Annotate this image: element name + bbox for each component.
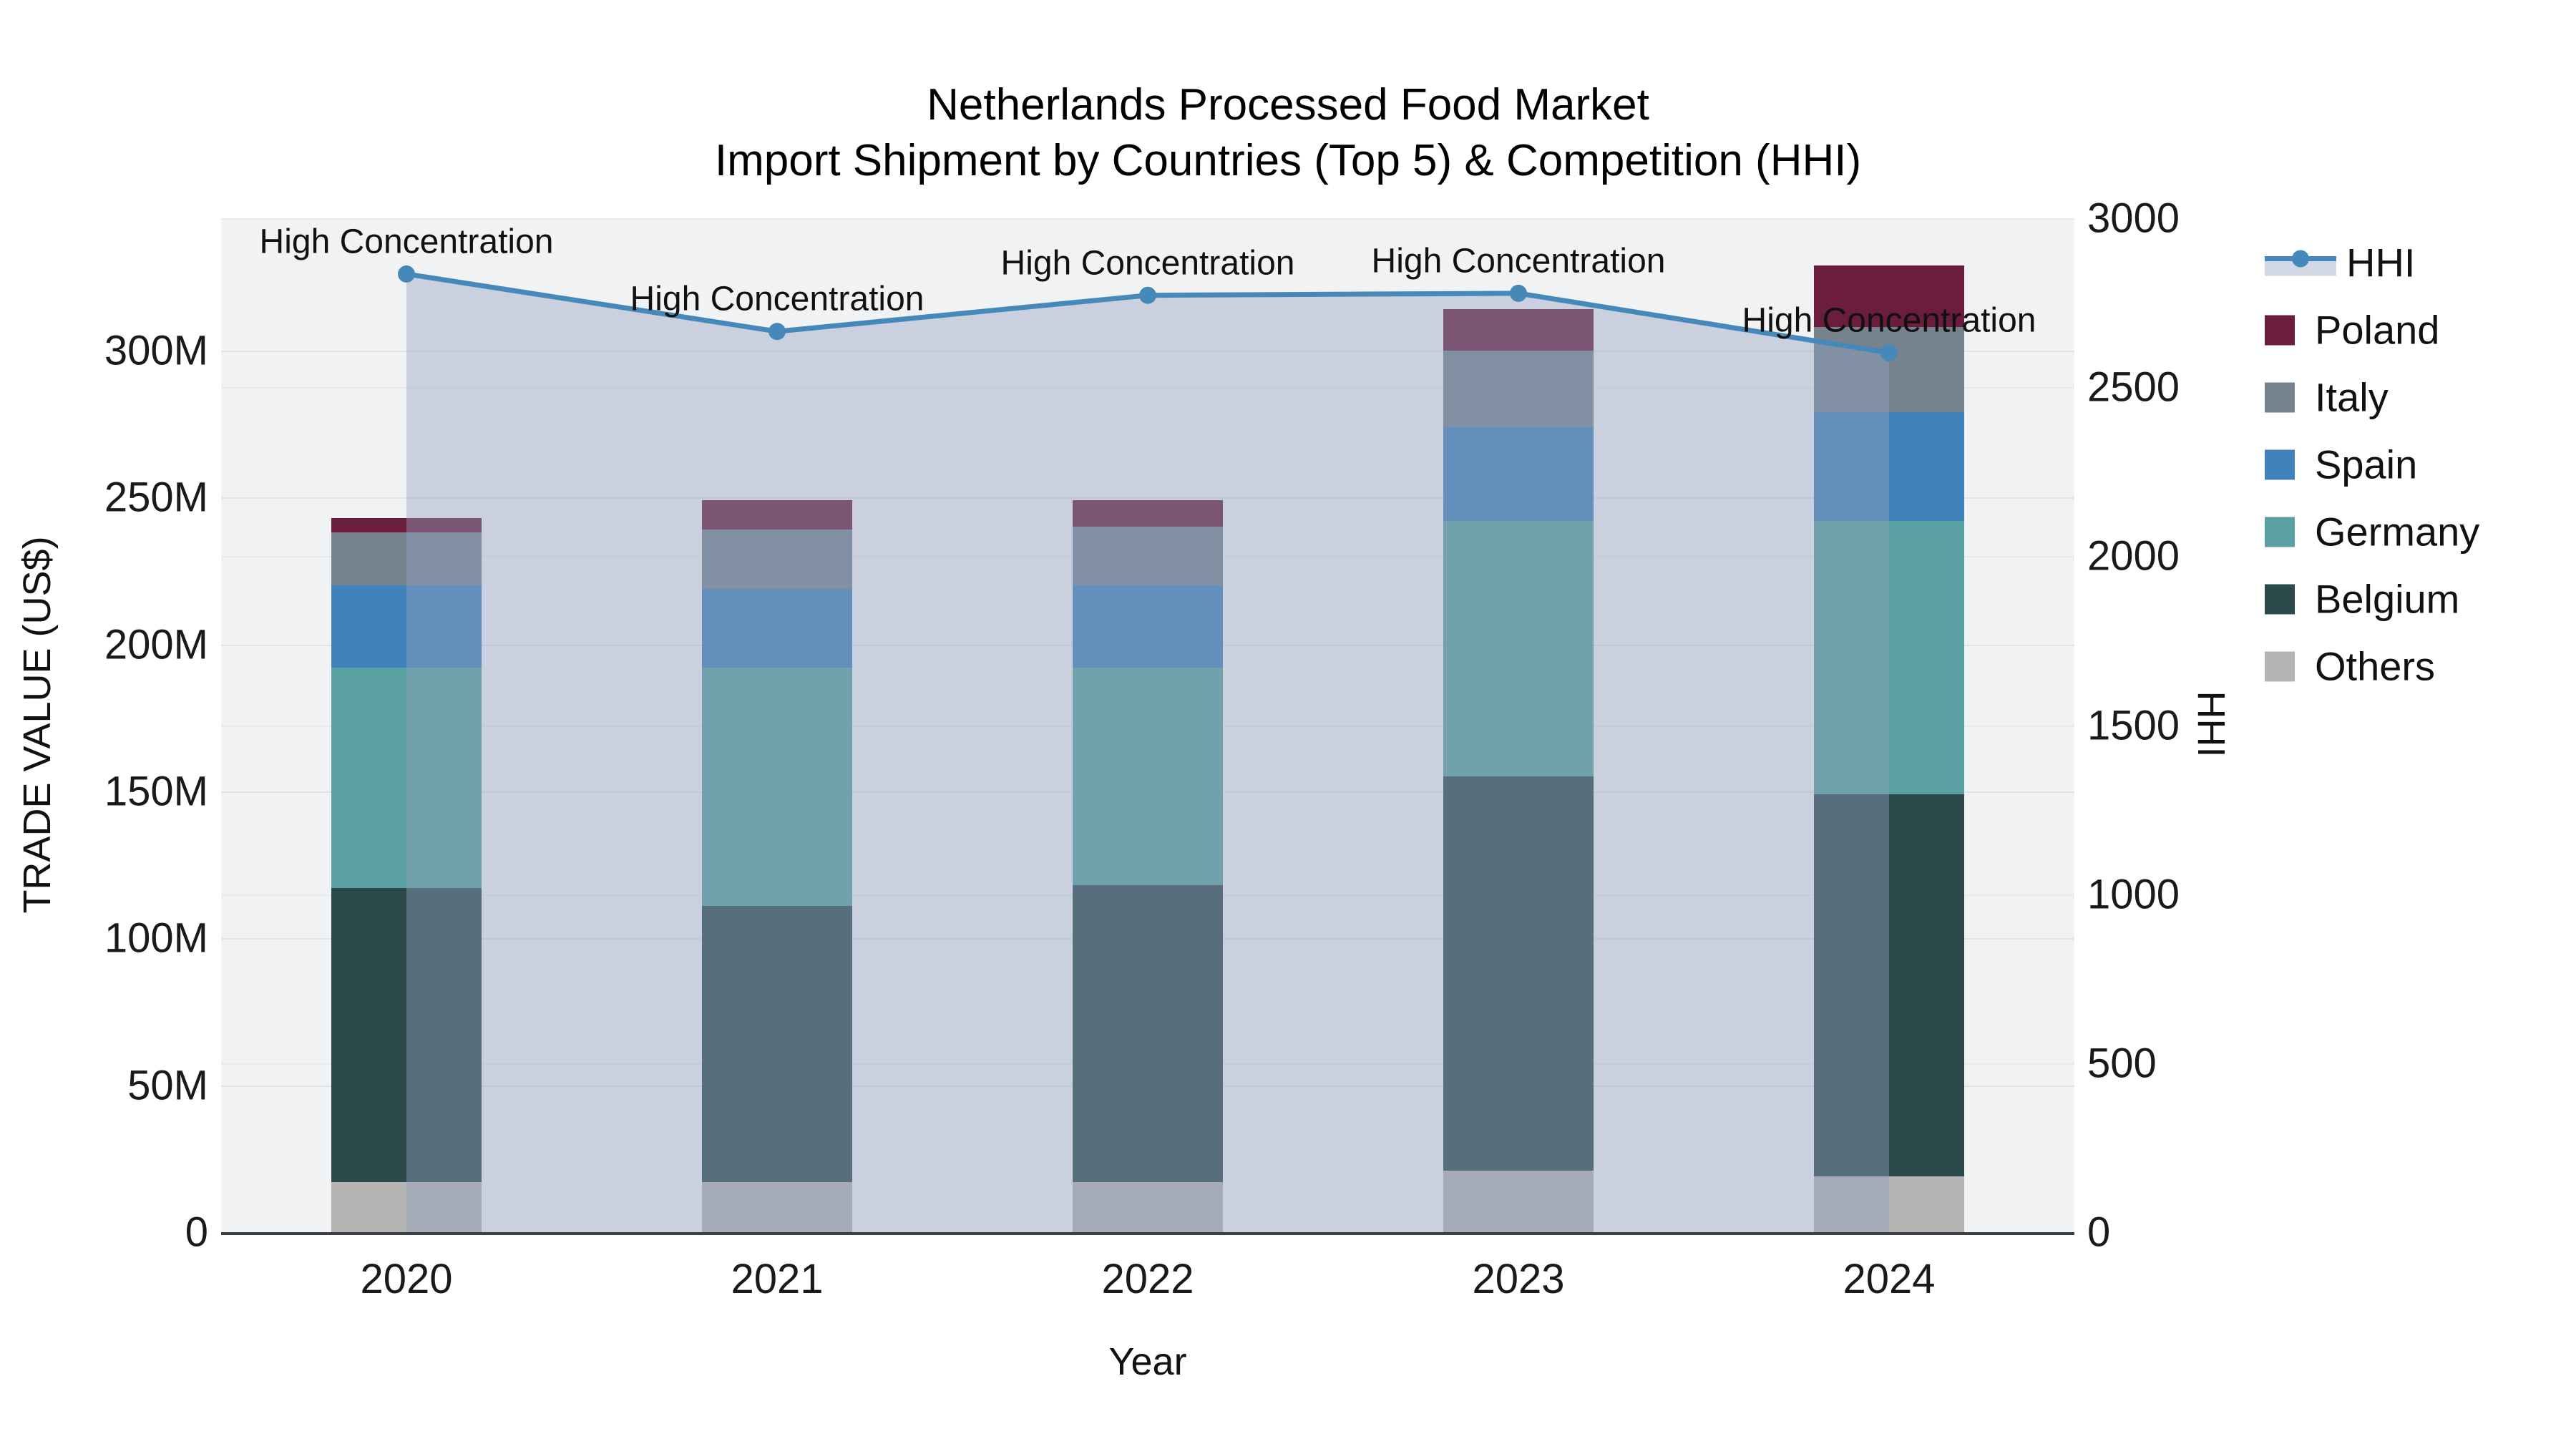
- bar-segment-italy[interactable]: [702, 530, 852, 589]
- y-left-tick-label: 0: [185, 1209, 208, 1256]
- gridline-trade-value: [221, 497, 2074, 499]
- bar-segment-belgium[interactable]: [1443, 776, 1594, 1171]
- y-right-tick-label: 2000: [2087, 532, 2180, 580]
- annotation-high-concentration: High Concentration: [630, 280, 924, 318]
- legend-color-swatch: [2265, 449, 2295, 479]
- y-left-tick-label: 300M: [104, 327, 208, 374]
- y-right-tick-label: 500: [2087, 1040, 2157, 1087]
- legend-item-spain[interactable]: Spain: [2265, 441, 2417, 488]
- y-right-tick-label: 2500: [2087, 364, 2180, 411]
- legend-color-swatch: [2265, 517, 2295, 547]
- hhi-marker[interactable]: [1139, 286, 1156, 304]
- legend-label: Others: [2315, 643, 2436, 689]
- bar-segment-poland[interactable]: [331, 517, 482, 533]
- bar-segment-others[interactable]: [1814, 1176, 1964, 1232]
- legend-item-germany[interactable]: Germany: [2265, 509, 2479, 555]
- y-right-tick-label: 0: [2087, 1209, 2111, 1256]
- bar-segment-germany[interactable]: [1443, 521, 1594, 777]
- x-tick-label: 2020: [360, 1256, 453, 1302]
- bar-segment-germany[interactable]: [702, 668, 852, 907]
- bar-segment-others[interactable]: [1443, 1170, 1594, 1232]
- bar-segment-germany[interactable]: [1073, 668, 1223, 886]
- x-tick-label: 2023: [1472, 1256, 1565, 1302]
- bar-segment-belgium[interactable]: [702, 906, 852, 1183]
- annotation-high-concentration: High Concentration: [1742, 301, 2036, 340]
- bar-segment-poland[interactable]: [1073, 500, 1223, 527]
- hhi-marker[interactable]: [1510, 284, 1527, 302]
- x-axis-title: Year: [1108, 1340, 1187, 1383]
- legend-label: HHI: [2346, 240, 2416, 286]
- annotation-high-concentration: High Concentration: [259, 223, 554, 261]
- bar-segment-germany[interactable]: [331, 668, 482, 889]
- legend-color-swatch: [2265, 382, 2295, 412]
- hhi-legend-area: [2265, 260, 2336, 275]
- legend-label: Spain: [2315, 441, 2418, 487]
- y-right-tick-label: 1500: [2087, 702, 2180, 748]
- annotation-high-concentration: High Concentration: [1371, 242, 1666, 280]
- y-right-tick-label: 3000: [2087, 195, 2180, 242]
- plot-area[interactable]: [221, 218, 2074, 1235]
- y-left-tick-label: 250M: [104, 474, 208, 521]
- bar-segment-others[interactable]: [331, 1182, 482, 1232]
- hhi-line: [406, 271, 1890, 356]
- x-tick-label: 2024: [1843, 1256, 1936, 1302]
- hhi-marker[interactable]: [769, 323, 786, 341]
- bar-segment-belgium[interactable]: [331, 888, 482, 1183]
- legend-color-swatch: [2265, 651, 2295, 681]
- bar-segment-italy[interactable]: [1073, 527, 1223, 586]
- legend-item-hhi[interactable]: HHI: [2265, 240, 2415, 286]
- legend-label: Germany: [2315, 509, 2480, 555]
- bar-segment-italy[interactable]: [1443, 350, 1594, 427]
- bar-segment-spain[interactable]: [1073, 585, 1223, 668]
- chart-title-line1: Netherlands Processed Food Market: [927, 80, 1649, 130]
- x-tick-label: 2022: [1101, 1256, 1194, 1302]
- chart-title: Netherlands Processed Food Market Import…: [0, 77, 2576, 189]
- bar-segment-spain[interactable]: [331, 585, 482, 668]
- bar-segment-poland[interactable]: [702, 500, 852, 530]
- y-left-tick-label: 200M: [104, 621, 208, 668]
- bar-segment-germany[interactable]: [1814, 521, 1964, 794]
- x-tick-label: 2021: [731, 1256, 824, 1302]
- hhi-legend-swatch: [2265, 250, 2336, 275]
- legend-item-belgium[interactable]: Belgium: [2265, 576, 2459, 623]
- legend-color-swatch: [2265, 315, 2295, 345]
- hhi-marker[interactable]: [398, 265, 415, 283]
- annotation-high-concentration: High Concentration: [1000, 244, 1295, 283]
- bar-segment-italy[interactable]: [331, 532, 482, 586]
- bar-segment-others[interactable]: [702, 1182, 852, 1232]
- legend-color-swatch: [2265, 584, 2295, 614]
- bar-segment-belgium[interactable]: [1073, 885, 1223, 1183]
- y-axis-left-title: TRADE VALUE (US$): [16, 536, 59, 914]
- legend-item-italy[interactable]: Italy: [2265, 374, 2389, 421]
- y-left-tick-label: 100M: [104, 914, 208, 962]
- bar-segment-poland[interactable]: [1443, 309, 1594, 351]
- hhi-legend-marker: [2292, 250, 2309, 267]
- chart-title-line2: Import Shipment by Countries (Top 5) & C…: [714, 136, 1862, 185]
- y-left-tick-label: 50M: [127, 1062, 208, 1109]
- bar-segment-spain[interactable]: [1443, 426, 1594, 522]
- bar-segment-spain[interactable]: [1814, 412, 1964, 522]
- legend-label: Belgium: [2315, 576, 2460, 622]
- bar-segment-spain[interactable]: [702, 588, 852, 668]
- legend-item-poland[interactable]: Poland: [2265, 307, 2439, 353]
- gridline-trade-value: [221, 350, 2074, 352]
- legend-item-others[interactable]: Others: [2265, 643, 2435, 690]
- bar-segment-others[interactable]: [1073, 1182, 1223, 1232]
- y-right-tick-label: 1000: [2087, 871, 2180, 918]
- y-left-tick-label: 150M: [104, 768, 208, 815]
- bar-segment-belgium[interactable]: [1814, 794, 1964, 1176]
- legend-label: Italy: [2315, 374, 2389, 420]
- gridline-hhi: [221, 218, 2074, 220]
- legend-label: Poland: [2315, 307, 2440, 353]
- gridline-hhi: [221, 387, 2074, 389]
